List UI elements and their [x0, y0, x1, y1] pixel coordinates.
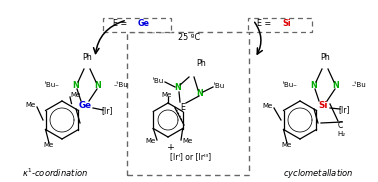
- Text: Ge: Ge: [138, 19, 150, 29]
- Text: N: N: [175, 84, 181, 92]
- Text: N: N: [197, 88, 203, 98]
- Text: N: N: [73, 80, 79, 90]
- Text: H₂: H₂: [337, 131, 345, 137]
- Text: Me: Me: [263, 103, 273, 109]
- Text: N: N: [333, 80, 339, 90]
- Text: $cyclometallation$: $cyclometallation$: [283, 167, 353, 179]
- Text: –ᵗBu: –ᵗBu: [352, 82, 367, 88]
- Text: Ph: Ph: [82, 54, 92, 62]
- Text: Me: Me: [44, 142, 54, 148]
- Text: [Ir]: [Ir]: [101, 106, 113, 116]
- Text: [Irᴵ] or [Irᴵᴵᴵ]: [Irᴵ] or [Irᴵᴵᴵ]: [170, 153, 212, 161]
- Text: Me: Me: [26, 102, 36, 108]
- Text: N: N: [94, 80, 101, 90]
- Text: [Ir]: [Ir]: [338, 106, 350, 114]
- Text: N: N: [311, 80, 318, 90]
- Text: Me: Me: [70, 92, 80, 98]
- Text: E =: E =: [257, 19, 274, 29]
- FancyBboxPatch shape: [248, 18, 312, 32]
- Text: Me: Me: [282, 142, 292, 148]
- FancyBboxPatch shape: [103, 18, 171, 32]
- Text: Ph: Ph: [320, 54, 330, 62]
- Text: ᵗBu–: ᵗBu–: [45, 82, 60, 88]
- Text: ᵗBu–: ᵗBu–: [283, 82, 298, 88]
- Text: Ge: Ge: [79, 102, 91, 110]
- Text: 25 ºC: 25 ºC: [178, 33, 200, 41]
- Text: Me: Me: [146, 138, 156, 144]
- Text: E: E: [181, 102, 186, 112]
- Text: E =: E =: [113, 19, 130, 29]
- Text: C: C: [338, 120, 342, 130]
- Text: –ᵗBu: –ᵗBu: [114, 82, 129, 88]
- Text: Ph: Ph: [196, 58, 206, 68]
- Text: Si: Si: [282, 19, 291, 29]
- Text: Me: Me: [161, 92, 171, 98]
- Text: Si: Si: [318, 102, 328, 110]
- FancyBboxPatch shape: [127, 32, 249, 175]
- Text: ᵗBu: ᵗBu: [153, 78, 164, 84]
- Text: $\kappa^1$-$coordination$: $\kappa^1$-$coordination$: [22, 167, 88, 179]
- Text: Me: Me: [182, 138, 192, 144]
- Text: ᵗBu: ᵗBu: [214, 83, 225, 89]
- Text: +: +: [167, 143, 175, 153]
